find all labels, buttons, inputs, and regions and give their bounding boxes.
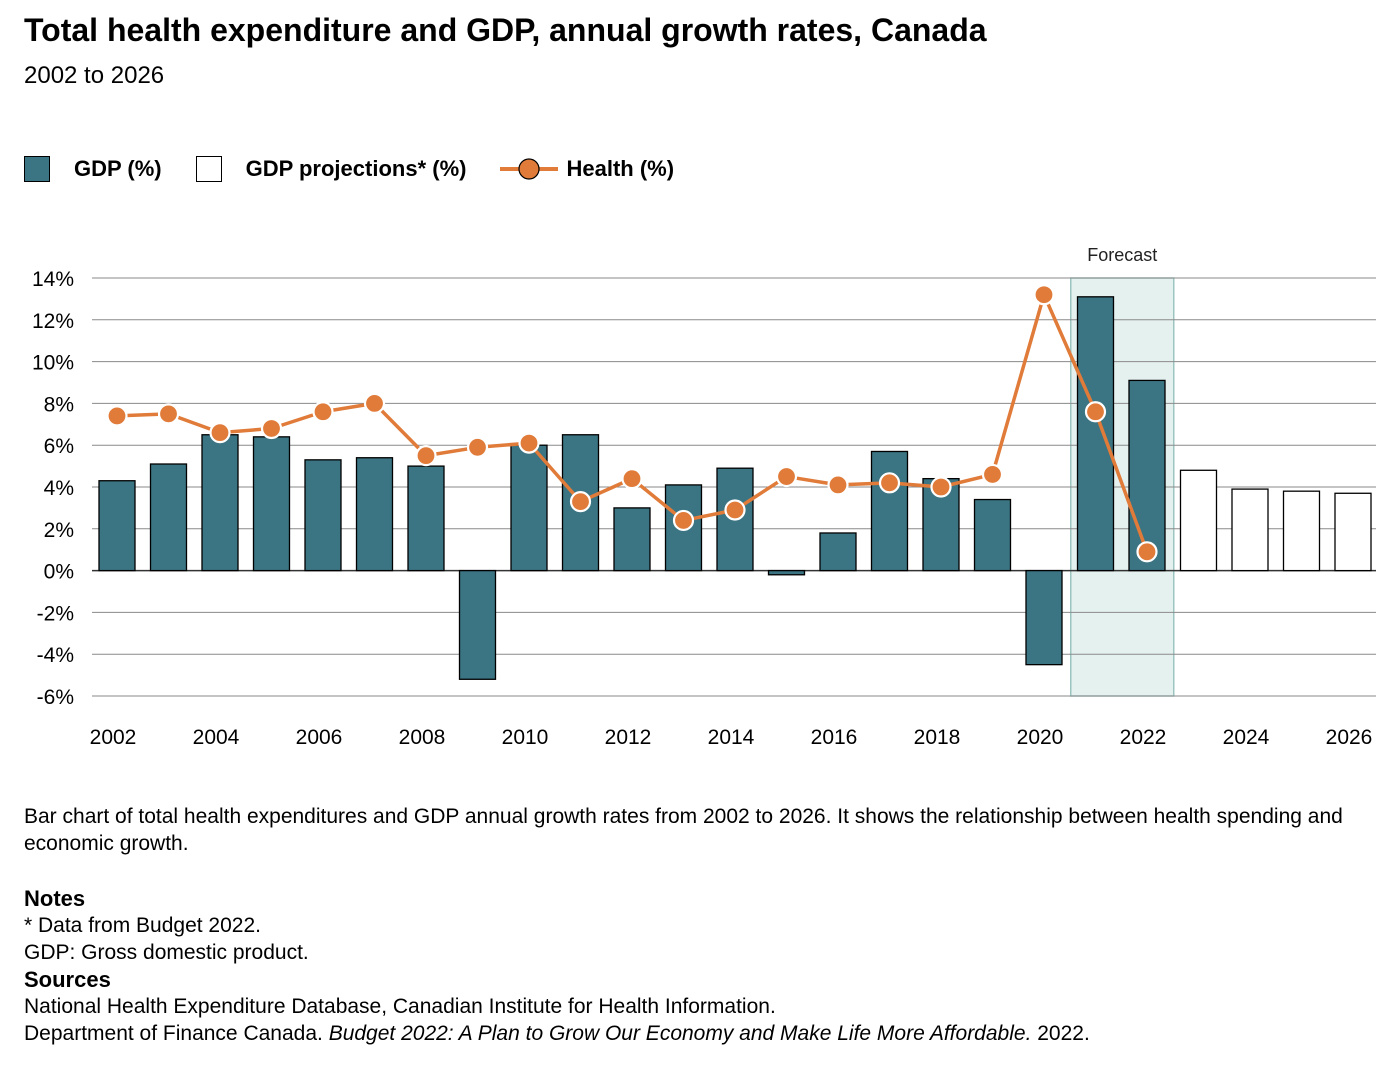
gdp-bar	[1128, 379, 1166, 572]
x-tick-label: 2026	[1326, 726, 1373, 749]
health-point	[363, 392, 386, 414]
y-tick-label: 6%	[44, 435, 74, 458]
legend-swatch-gdp	[24, 156, 50, 182]
x-tick-label: 2020	[1017, 726, 1064, 749]
gdp-bar	[252, 436, 291, 572]
source-line-1: National Health Expenditure Database, Ca…	[24, 995, 776, 1018]
y-tick-label: 12%	[32, 310, 74, 333]
source-line-2-prefix: Department of Finance Canada.	[24, 1022, 329, 1045]
gdp-bar	[355, 457, 394, 572]
gdp-bar	[1025, 569, 1063, 666]
legend-label-health: Health (%)	[566, 156, 675, 181]
legend-label-projections: GDP projections* (%)	[245, 156, 467, 181]
legend: GDP (%) GDP projections* (%) Health (%)	[24, 152, 708, 186]
health-point	[775, 465, 798, 488]
gdp-bar	[819, 532, 857, 572]
x-tick-label: 2018	[914, 726, 961, 749]
gdp-bar	[407, 465, 445, 572]
gdp-projection-bar	[1282, 490, 1321, 572]
health-point	[672, 509, 695, 532]
health-point	[878, 472, 901, 494]
y-tick-label: 4%	[44, 477, 74, 500]
sources-heading: Sources	[24, 967, 111, 992]
gdp-bar	[1076, 296, 1115, 572]
x-tick-label: 2014	[708, 726, 755, 749]
gdp-bar	[664, 484, 703, 572]
gdp-bar	[767, 569, 806, 576]
gdp-bar	[870, 450, 909, 572]
health-point	[621, 468, 643, 490]
legend-label-gdp: GDP (%)	[74, 156, 162, 181]
note-line-2: GDP: Gross domestic product.	[24, 941, 309, 964]
x-tick-label: 2010	[502, 726, 549, 749]
gdp-projection-bar	[1179, 469, 1218, 572]
chart-description: Bar chart of total health expenditures a…	[24, 805, 1343, 855]
x-tick-label: 2004	[193, 726, 240, 749]
notes-section: Notes * Data from Budget 2022. GDP: Gros…	[24, 885, 1090, 1047]
health-point	[106, 405, 128, 427]
source-line-2: Department of Finance Canada. Budget 202…	[24, 1020, 1090, 1047]
gdp-bar	[458, 569, 497, 680]
y-tick-label: 14%	[32, 268, 74, 291]
x-tick-label: 2008	[399, 726, 446, 749]
y-tick-label: 10%	[32, 352, 74, 375]
health-point	[518, 432, 540, 454]
y-tick-label: -2%	[37, 602, 74, 625]
x-tick-label: 2006	[296, 726, 343, 749]
legend-item-projections: GDP projections* (%)	[195, 156, 467, 182]
gdp-bar	[149, 463, 188, 572]
gdp-bar	[201, 434, 239, 572]
health-point	[1084, 401, 1107, 423]
x-tick-label: 2002	[90, 726, 137, 749]
gdp-bar	[973, 498, 1012, 572]
health-point	[157, 403, 180, 425]
y-tick-label: 0%	[44, 561, 74, 584]
chart-subtitle: 2002 to 2026	[24, 62, 165, 89]
x-tick-label: 2012	[605, 726, 652, 749]
notes-heading: Notes	[24, 886, 86, 911]
forecast-label: Forecast	[1087, 245, 1157, 265]
health-point	[209, 422, 231, 444]
y-tick-label: 2%	[44, 519, 74, 542]
health-point	[569, 491, 592, 513]
note-line-1: * Data from Budget 2022.	[24, 914, 261, 937]
health-point	[981, 463, 1004, 486]
health-point	[1033, 284, 1055, 306]
legend-swatch-projections	[195, 156, 222, 182]
gdp-projection-bar	[1334, 492, 1372, 572]
legend-swatch-health	[500, 158, 559, 180]
chart-plot: Forecast 14% 12% 10% 8% 6% 4% 2% 0% -2% -4% -6% 2002…	[32, 245, 1376, 749]
health-point	[466, 436, 489, 458]
health-point	[312, 401, 334, 423]
health-point	[1136, 541, 1158, 563]
x-tick-label: 2024	[1223, 726, 1270, 749]
y-tick-label: -6%	[37, 686, 74, 709]
health-point	[724, 499, 746, 521]
legend-item-health: Health (%)	[500, 156, 674, 182]
y-tick-label: 8%	[44, 393, 74, 416]
gdp-projection-bar	[1231, 488, 1269, 572]
gdp-bar	[98, 480, 136, 572]
source-line-2-suffix: 2022.	[1031, 1022, 1090, 1045]
gdp-bar	[613, 507, 651, 572]
legend-item-gdp: GDP (%)	[24, 156, 162, 182]
gdp-bar	[510, 444, 548, 572]
chart-title: Total health expenditure and GDP, annual…	[24, 12, 987, 48]
health-point	[260, 417, 283, 440]
health-point	[930, 476, 952, 498]
x-tick-label: 2022	[1120, 726, 1167, 749]
health-point	[827, 474, 849, 496]
x-tick-label: 2016	[811, 726, 858, 749]
health-point	[415, 445, 437, 467]
source-line-2-title: Budget 2022: A Plan to Grow Our Economy …	[328, 1022, 1032, 1045]
gdp-bar	[304, 459, 342, 572]
y-tick-label: -4%	[37, 644, 74, 667]
